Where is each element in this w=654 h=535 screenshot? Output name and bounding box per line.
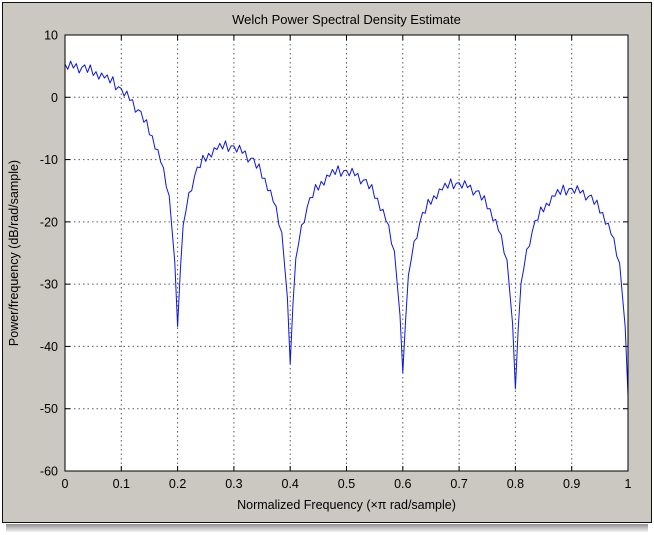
x-tick-label: 0.6 bbox=[394, 477, 411, 491]
x-tick-label: 0.5 bbox=[338, 477, 355, 491]
y-tick-label: -60 bbox=[40, 465, 58, 479]
x-tick-label: 0.8 bbox=[507, 477, 524, 491]
plot-area bbox=[65, 35, 628, 471]
x-tick-label: 0.3 bbox=[225, 477, 242, 491]
y-tick-label: -40 bbox=[40, 340, 58, 354]
matlab-figure-window: 0 0.1 0.2 0.3 0.4 0.5 0.6 0.7 0.8 0.9 1 -60 -50 -40 -3… bbox=[2, 2, 652, 523]
image-drop-shadow bbox=[6, 524, 648, 532]
x-tick-label: 0.7 bbox=[450, 477, 467, 491]
y-tick-label: 10 bbox=[44, 29, 58, 43]
x-tick-label: 0.2 bbox=[169, 477, 186, 491]
y-tick-label: -30 bbox=[40, 278, 58, 292]
x-axis-label: Normalized Frequency (×π rad/sample) bbox=[237, 498, 456, 512]
x-tick-label: 0 bbox=[62, 477, 69, 491]
x-tick-label: 0.9 bbox=[563, 477, 580, 491]
x-tick-label: 0.4 bbox=[282, 477, 299, 491]
y-tick-label: -50 bbox=[40, 402, 58, 416]
y-axis-label: Power/frequency (dB/rad/sample) bbox=[7, 160, 21, 346]
axes-border bbox=[64, 34, 629, 472]
y-tick-label: -20 bbox=[40, 215, 58, 229]
y-tick-label: -10 bbox=[40, 153, 58, 167]
chart-title: Welch Power Spectral Density Estimate bbox=[232, 12, 461, 27]
psd-figure-svg: 0 0.1 0.2 0.3 0.4 0.5 0.6 0.7 0.8 0.9 1 -60 -50 -40 -3… bbox=[7, 12, 632, 512]
x-tick-label: 0.1 bbox=[113, 477, 130, 491]
psd-data-line bbox=[64, 60, 629, 397]
y-tick-label: 0 bbox=[51, 91, 58, 105]
x-tick-label: 1 bbox=[625, 477, 632, 491]
